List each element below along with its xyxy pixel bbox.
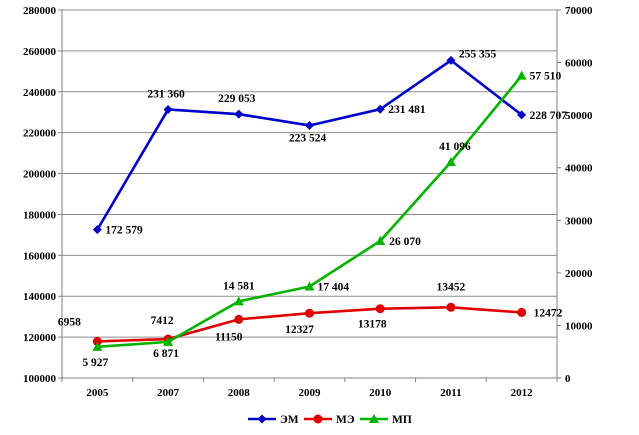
legend-marker-1 [257,414,267,424]
data-label-1: 255 355 [459,48,497,60]
left-tick-label: 240000 [23,87,57,99]
data-label-3: 17 404 [318,282,350,294]
left-tick-label: 180000 [23,209,57,221]
data-label-3: 5 927 [82,357,108,369]
left-tick-label: 260000 [23,46,57,58]
legend-label-2: МЭ [336,414,355,426]
series-point-2 [446,302,456,312]
x-tick-label: 2011 [440,387,461,399]
right-axis-ticks: 0 10000 20000 30000 40000 50000 60000 70000 [557,5,593,385]
series-point-2 [375,304,385,314]
series-point-2 [234,314,244,324]
data-label-1: 223 524 [289,132,327,144]
x-tick-label: 2005 [86,387,109,399]
series-point-2 [517,307,527,317]
series-point-1 [305,120,314,130]
data-label-2: 13452 [437,281,466,293]
data-label-1: 231 360 [147,88,185,100]
series-point-1 [234,109,244,119]
data-label-1: 229 053 [218,93,256,105]
right-tick-label: 70000 [565,5,593,17]
right-tick-label: 60000 [565,58,593,70]
data-label-2: 12327 [285,324,314,336]
right-tick-label: 0 [565,373,571,385]
data-label-3: 26 070 [389,236,421,248]
right-tick-label: 20000 [565,268,593,280]
series-group [92,55,527,351]
legend-label-3: МП [392,414,412,426]
data-label-3: 57 510 [530,71,562,83]
x-tick-label: 2010 [369,387,392,399]
data-label-2: 13178 [358,319,387,331]
legend-marker-2 [313,414,323,424]
right-tick-label: 40000 [565,163,593,175]
left-tick-label: 160000 [23,250,57,262]
data-label-1: 172 579 [105,225,143,237]
series-point-2 [305,308,314,318]
axes [61,10,558,379]
left-tick-label: 280000 [23,5,57,17]
right-tick-label: 30000 [565,215,593,227]
data-label-2: 11150 [215,331,243,343]
x-axis-ticks: 2005 2007 2008 2009 2010 2011 2012 [61,378,558,399]
left-tick-label: 200000 [23,169,57,181]
data-labels: 172 579 231 360 229 053 223 524 231 481 255 3… [58,48,567,368]
left-tick-label: 140000 [23,291,57,303]
right-tick-label: 50000 [565,110,593,122]
series-point-2 [92,336,102,346]
series-point-3 [516,70,527,80]
series-point-1 [92,225,102,235]
series-point-3 [92,341,103,351]
left-tick-label: 100000 [23,373,57,385]
left-tick-label: 120000 [23,332,57,344]
data-label-3: 6 871 [153,348,179,360]
series-point-1 [446,55,456,65]
x-tick-label: 2009 [299,387,322,399]
legend: ЭМ МЭ МП [248,414,412,426]
legend-marker-3 [369,414,379,423]
x-tick-label: 2008 [228,387,251,399]
series-point-3 [304,281,315,291]
data-label-2: 6958 [58,316,81,328]
series-point-3 [233,296,244,306]
series-line-3 [97,74,523,349]
x-tick-label: 2007 [157,387,180,399]
data-label-2: 12472 [534,307,563,319]
series-point-1 [375,104,385,114]
data-label-1: 228 707 [530,110,568,122]
right-tick-label: 10000 [565,320,593,332]
series-point-3 [375,235,386,245]
left-axis-ticks: 100000 120000 140000 160000 180000 200000 2200… [23,5,62,385]
left-tick-label: 220000 [23,128,57,140]
series-point-1 [163,104,173,114]
grid-lines [62,9,557,379]
series-point-3 [445,156,456,166]
series-point-1 [517,110,527,120]
data-label-3: 14 581 [223,280,255,292]
x-tick-label: 2012 [511,387,534,399]
data-label-2: 7412 [151,315,174,327]
data-label-3: 41 096 [439,141,471,153]
series-point-3 [163,336,174,346]
data-label-1: 231 481 [388,104,426,116]
legend-label-1: ЭМ [280,414,299,426]
